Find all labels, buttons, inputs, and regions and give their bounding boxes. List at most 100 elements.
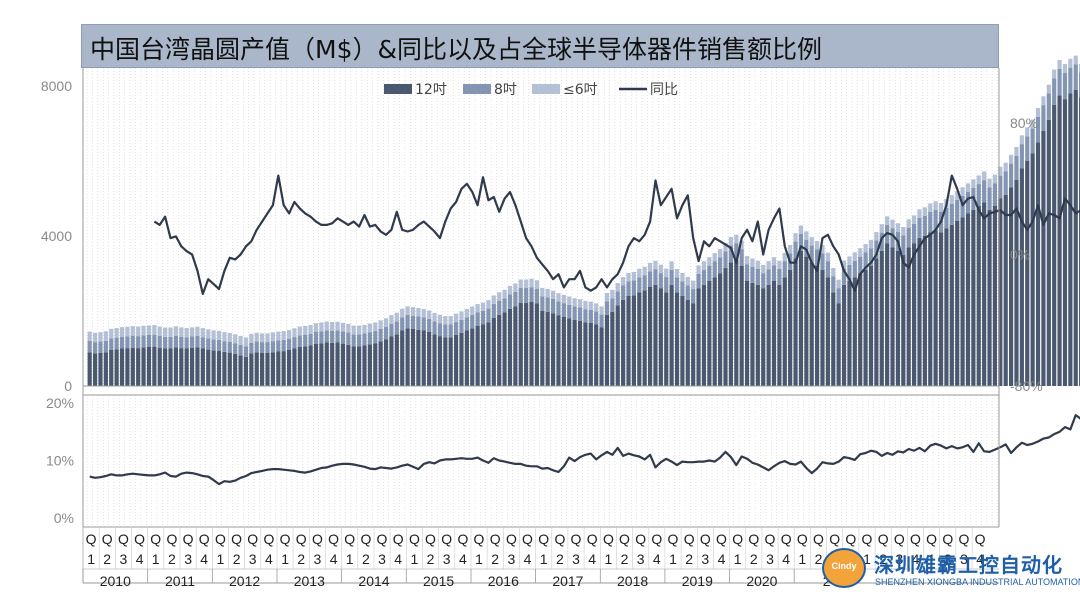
bar-12-segment [777,284,782,386]
bar-le6-segment [647,262,653,272]
bar-le6-segment [400,308,405,318]
bar-le6-segment [599,306,604,315]
bar-12-segment [470,328,475,386]
bar-12-segment [701,284,707,386]
bar-le6-segment [971,179,976,189]
bar-12-segment [734,260,739,387]
quarter-label-q: Q [635,531,646,547]
bar-12-segment [550,313,556,386]
bar-8-segment [960,195,965,218]
quarter-label-q: Q [183,531,194,547]
lower-tick-label: 0% [54,510,74,526]
bar-le6-segment [728,236,733,246]
bar-8-segment [1073,64,1078,90]
bar-12-segment [674,292,680,386]
quarter-label-num: 1 [87,551,95,567]
bar-8-segment [141,335,146,348]
bar-8-segment [831,276,836,293]
bar-le6-segment [901,227,906,236]
bar-le6-segment [308,324,313,334]
bar-12-segment [362,345,367,386]
bar-le6-segment [109,328,114,339]
quarter-label-num: 3 [508,551,516,567]
bar-12-segment [297,347,302,386]
bar-le6-segment [987,178,992,188]
bar-12-segment [308,345,313,386]
bar-12-segment [825,277,830,386]
bar-le6-segment [383,318,389,327]
bar-12-segment [949,224,954,386]
bar-le6-segment [1046,84,1051,94]
bar-le6-segment [1003,162,1008,172]
bar-8-segment [583,309,588,323]
bar-12-segment [491,317,496,386]
bar-12-segment [631,295,636,386]
quarter-label-q: Q [748,531,759,547]
bar-12-segment [1030,153,1035,386]
bar-le6-segment [788,245,793,254]
bar-le6-segment [524,279,529,288]
bar-12-segment [928,232,933,386]
quarter-label-num: 1 [928,551,936,567]
bar-le6-segment [421,308,426,318]
bar-12-segment [572,320,577,386]
quarter-label-q: Q [571,531,582,547]
bar-8-segment [949,203,954,225]
quarter-label-q: Q [441,531,452,547]
bar-le6-segment [701,261,707,270]
bar-12-segment [879,251,884,386]
bar-12-segment [340,343,346,387]
bar-le6-segment [410,307,416,316]
bar-12-segment [114,349,119,386]
bar-12-segment [798,251,804,386]
quarter-label-q: Q [102,531,113,547]
bar-8-segment [604,301,610,315]
bar-12-segment [604,314,610,386]
bar-12-segment [367,344,372,387]
bar-le6-segment [168,327,173,337]
bar-12-segment [98,353,103,386]
bar-8-segment [691,289,696,304]
bar-le6-segment [152,325,157,335]
year-label: 2010 [100,573,131,589]
bar-8-segment [362,333,367,346]
bar-8-segment [798,233,804,251]
bar-le6-segment [583,300,588,310]
bar-12-segment [912,243,917,386]
quarter-label-q: Q [716,531,727,547]
bar-12-segment [330,342,335,387]
bar-le6-segment [841,260,847,269]
bar-le6-segment [949,195,954,204]
bar-le6-segment [669,261,674,270]
bar-8-segment [1062,72,1068,100]
bar-12-segment [685,299,690,386]
year-label: 2015 [423,573,454,589]
bar-8-segment [890,228,895,248]
bar-12-segment [874,258,879,386]
bar-le6-segment [831,268,836,277]
bar-12-segment [583,322,588,386]
bar-le6-segment [136,326,141,337]
bar-8-segment [249,342,254,354]
quarter-label-num: 3 [184,551,192,567]
bar-8-segment [330,330,335,343]
bar-8-segment [965,191,971,214]
bar-8-segment [588,309,593,324]
bar-12-segment [982,202,987,386]
quarter-label-num: 2 [427,551,435,567]
bar-12-segment [588,323,593,386]
bar-le6-segment [470,306,475,315]
bar-8-segment [540,296,545,312]
bar-8-segment [437,323,443,337]
bar-le6-segment [658,264,663,274]
bar-8-segment [491,303,496,318]
bar-8-segment [836,288,841,304]
quarter-label-q: Q [926,531,937,547]
bar-12-segment [103,352,108,386]
bar-le6-segment [550,290,556,299]
bar-le6-segment [459,311,464,320]
year-label: 2019 [682,573,713,589]
bar-8-segment [297,335,302,348]
quarter-label-num: 1 [475,551,483,567]
quarter-label-q: Q [474,531,485,547]
